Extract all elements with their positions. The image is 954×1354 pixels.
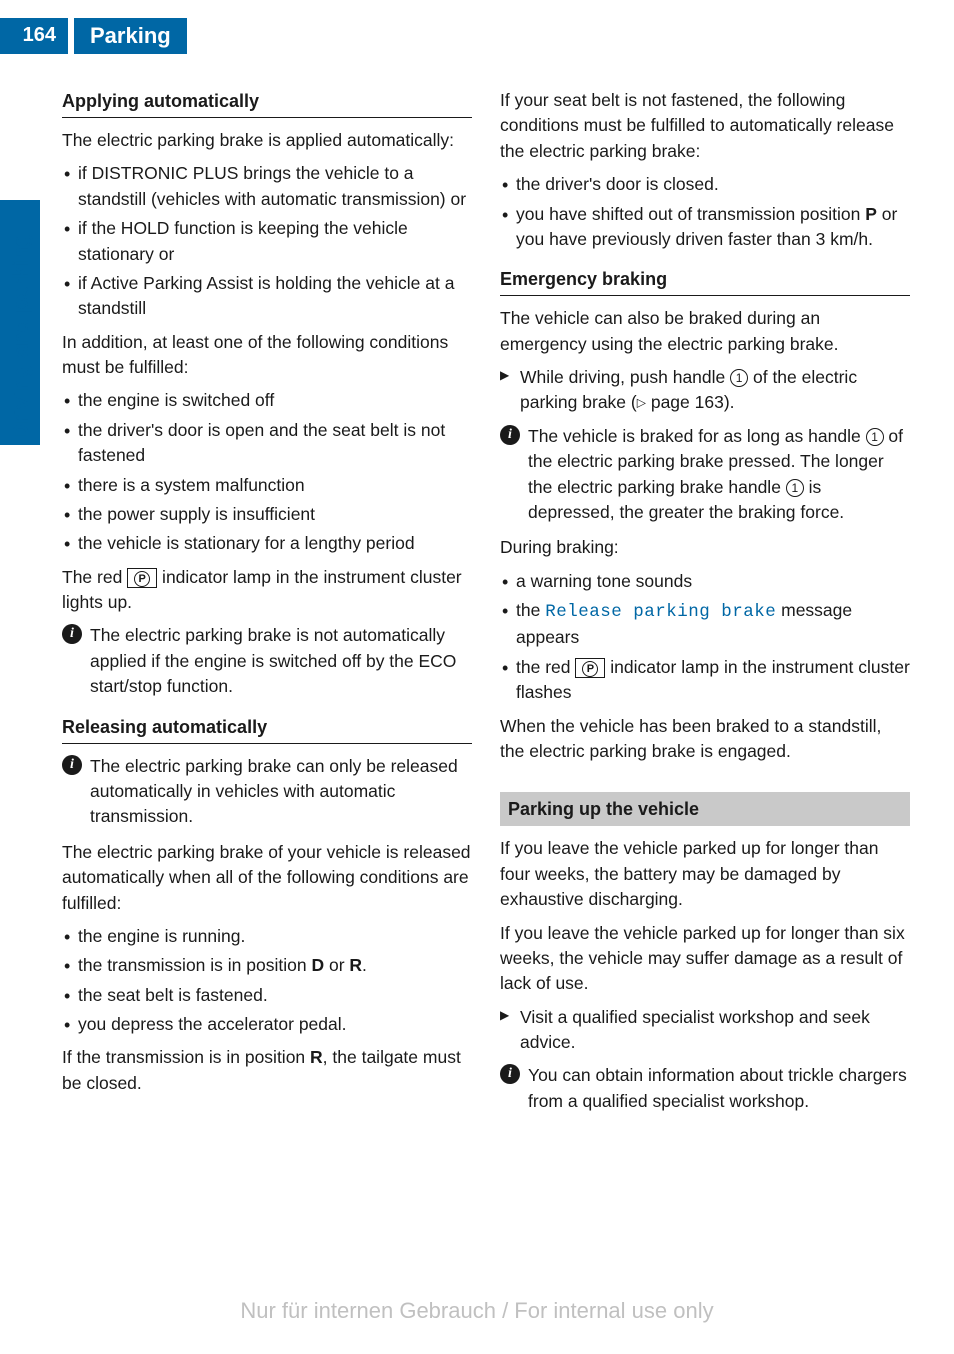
gear-position: D [311, 955, 324, 975]
list-item: you depress the accelerator pedal. [62, 1012, 472, 1037]
watermark-text: Nur für internen Gebrauch / For internal… [0, 1298, 954, 1324]
bullet-list: the driver's door is closed. you have sh… [500, 172, 910, 252]
text-fragment: the [516, 600, 545, 620]
list-item: if Active Parking Assist is holding the … [62, 271, 472, 322]
info-note: i The electric parking brake can only be… [62, 754, 472, 830]
body-text: In addition, at least one of the followi… [62, 330, 472, 381]
list-item: you have shifted out of transmission pos… [500, 202, 910, 253]
bullet-list: a warning tone sounds the Release parkin… [500, 569, 910, 706]
page-header: 164 Parking [0, 18, 954, 54]
info-note: i The electric parking brake is not auto… [62, 623, 472, 699]
bullet-list: the engine is switched off the driver's … [62, 388, 472, 556]
page-number: 164 [0, 18, 68, 54]
heading-parking-up: Parking up the vehicle [500, 792, 910, 826]
text-fragment: you have shifted out of transmission pos… [516, 204, 865, 224]
text-fragment: the red [516, 657, 575, 677]
body-text: If the transmission is in position R, th… [62, 1045, 472, 1096]
list-item: the red P indicator lamp in the instrume… [500, 655, 910, 706]
list-item: the power supply is insufficient [62, 502, 472, 527]
right-column: If your seat belt is not fastened, the f… [500, 88, 910, 1124]
chapter-title: Parking [74, 18, 187, 54]
parking-indicator-icon: P [127, 568, 157, 588]
body-text: If your seat belt is not fastened, the f… [500, 88, 910, 164]
list-item: the engine is running. [62, 924, 472, 949]
bullet-list: if DISTRONIC PLUS brings the vehicle to … [62, 161, 472, 321]
list-item: a warning tone sounds [500, 569, 910, 594]
body-text: When the vehicle has been braked to a st… [500, 714, 910, 765]
gear-position: R [310, 1047, 323, 1067]
text-fragment: the transmission is in position [78, 955, 311, 975]
heading-emergency: Emergency braking [500, 266, 910, 296]
text-fragment: . [362, 955, 367, 975]
content-area: Applying automatically The electric park… [62, 88, 912, 1124]
body-text: If you leave the vehicle parked up for l… [500, 921, 910, 997]
info-note: i The vehicle is braked for as long as h… [500, 424, 910, 526]
list-item: the driver's door is closed. [500, 172, 910, 197]
list-item: the driver's door is open and the seat b… [62, 418, 472, 469]
parking-indicator-icon: P [575, 658, 605, 678]
list-item: if the HOLD function is keeping the vehi… [62, 216, 472, 267]
heading-applying: Applying automatically [62, 88, 472, 118]
body-text: The vehicle can also be braked during an… [500, 306, 910, 357]
info-text: The electric parking brake can only be r… [90, 756, 458, 827]
text-fragment: page 163). [646, 392, 735, 412]
display-message: Release parking brake [545, 602, 776, 622]
page-ref-icon: ▷ [637, 396, 646, 410]
list-item: the vehicle is stationary for a lengthy … [62, 531, 472, 556]
text-fragment: The red [62, 567, 127, 587]
step-item: While driving, push handle 1 of the elec… [500, 365, 910, 416]
gear-position: R [349, 955, 362, 975]
list-item: the seat belt is fastened. [62, 983, 472, 1008]
list-item: the Release parking brake message appear… [500, 598, 910, 651]
text-fragment: While driving, push handle [520, 367, 730, 387]
info-text: You can obtain information about trickle… [528, 1065, 907, 1110]
text-fragment: or [324, 955, 349, 975]
info-icon: i [500, 425, 520, 445]
text-fragment: The vehicle is braked for as long as han… [528, 426, 866, 446]
gear-position: P [865, 204, 877, 224]
list-item: there is a system malfunction [62, 473, 472, 498]
body-text: The electric parking brake of your vehic… [62, 840, 472, 916]
callout-one-icon: 1 [730, 369, 748, 387]
body-text: During braking: [500, 535, 910, 560]
step-item: Visit a qualified specialist workshop an… [500, 1005, 910, 1056]
info-icon: i [62, 755, 82, 775]
body-text: If you leave the vehicle parked up for l… [500, 836, 910, 912]
list-item: the engine is switched off [62, 388, 472, 413]
list-item: the transmission is in position D or R. [62, 953, 472, 978]
info-icon: i [62, 624, 82, 644]
info-note: i You can obtain information about trick… [500, 1063, 910, 1114]
p-glyph: P [582, 661, 598, 677]
body-text: The red P indicator lamp in the instrume… [62, 565, 472, 616]
side-tab-label: Driving and parking [8, 233, 34, 440]
p-glyph: P [134, 571, 150, 587]
callout-one-icon: 1 [786, 479, 804, 497]
left-column: Applying automatically The electric park… [62, 88, 472, 1124]
info-icon: i [500, 1064, 520, 1084]
callout-one-icon: 1 [866, 428, 884, 446]
body-text: The electric parking brake is applied au… [62, 128, 472, 153]
list-item: if DISTRONIC PLUS brings the vehicle to … [62, 161, 472, 212]
info-text: The electric parking brake is not automa… [90, 625, 456, 696]
text-fragment: If the transmission is in position [62, 1047, 310, 1067]
bullet-list: the engine is running. the transmission … [62, 924, 472, 1038]
heading-releasing: Releasing automatically [62, 714, 472, 744]
